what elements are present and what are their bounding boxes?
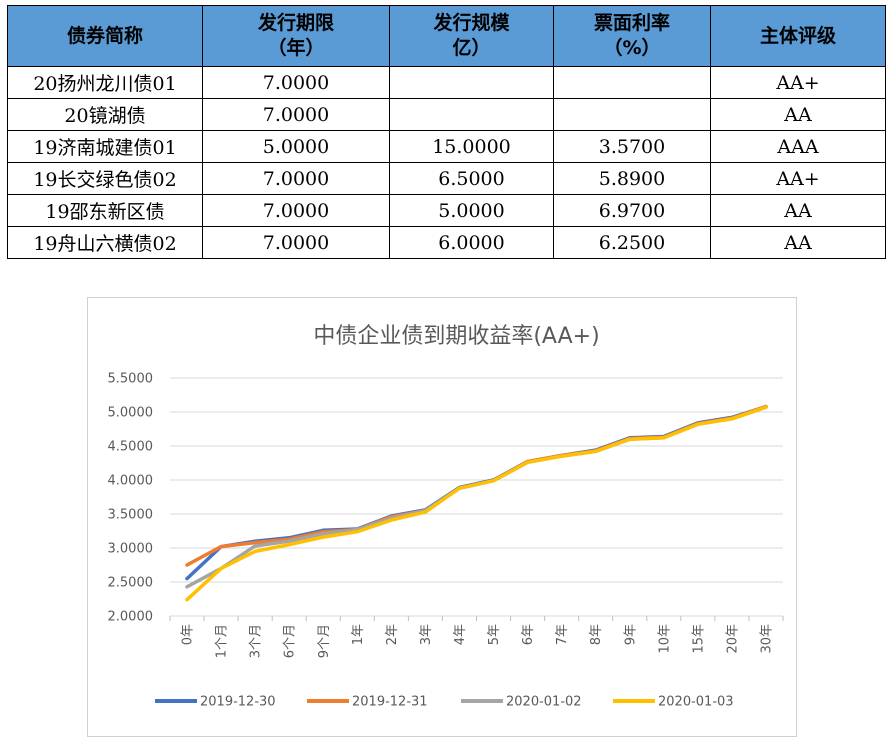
- cell-bond-name: 20扬州龙川债01: [7, 66, 203, 99]
- cell-issue-size: 6.5000: [389, 162, 554, 195]
- header-rating: 主体评级: [710, 5, 886, 67]
- x-tick-label: 1个月: [215, 624, 230, 658]
- x-tick-label: 20年: [725, 624, 740, 654]
- x-tick-label: 2年: [385, 624, 400, 645]
- table-row: 19舟山六横债02 7.0000 6.0000 6.2500 AA: [7, 226, 886, 259]
- cell-bond-name: 19长交绿色债02: [7, 162, 203, 195]
- table-row: 20镜湖债 7.0000 AA: [7, 98, 886, 131]
- cell-issue-size: 5.0000: [389, 194, 554, 227]
- cell-issue-size: [389, 66, 554, 99]
- x-tick-label: 6个月: [283, 624, 298, 658]
- cell-rating: AA+: [710, 66, 886, 99]
- x-tick-label: 10年: [657, 624, 672, 654]
- series-line: [185, 405, 768, 589]
- x-tick-label: 3个月: [249, 624, 264, 658]
- table-row: 19邵东新区债 7.0000 5.0000 6.9700 AA: [7, 194, 886, 227]
- cell-coupon-rate: 6.2500: [553, 226, 711, 259]
- x-tick-label: 9个月: [317, 624, 332, 658]
- cell-rating: AAA: [710, 130, 886, 163]
- legend-label: 2020-01-03: [658, 695, 734, 710]
- y-tick-label: 3.0000: [108, 542, 154, 557]
- header-term: 发行期限 （年）: [202, 5, 390, 67]
- cell-bond-name: 20镜湖债: [7, 98, 203, 131]
- cell-term: 5.0000: [202, 130, 390, 163]
- header-issue-size: 发行规模 亿）: [389, 5, 554, 67]
- table-row: 19长交绿色债02 7.0000 6.5000 5.8900 AA+: [7, 162, 886, 195]
- cell-issue-size: 15.0000: [389, 130, 554, 163]
- y-tick-label: 2.5000: [108, 576, 154, 591]
- cell-issue-size: 6.0000: [389, 226, 554, 259]
- cell-term: 7.0000: [202, 194, 390, 227]
- y-tick-label: 4.5000: [108, 440, 154, 455]
- x-tick-label: 7年: [555, 624, 570, 645]
- legend-label: 2020-01-02: [506, 695, 582, 710]
- x-tick-label: 1年: [351, 624, 366, 645]
- table-row: 20扬州龙川债01 7.0000 AA+: [7, 66, 886, 99]
- y-tick-label: 5.5000: [108, 372, 154, 387]
- x-tick-label: 8年: [589, 624, 604, 645]
- header-coupon-rate: 票面利率 （%）: [553, 5, 711, 67]
- x-tick-label: 4年: [453, 624, 468, 645]
- x-tick-label: 6年: [521, 624, 536, 645]
- series-line: [185, 405, 768, 602]
- x-tick-label: 0年: [181, 624, 196, 645]
- chart-title: 中债企业债到期收益率(AA+): [313, 324, 599, 349]
- cell-bond-name: 19济南城建债01: [7, 130, 203, 163]
- cell-coupon-rate: 5.8900: [553, 162, 711, 195]
- cell-rating: AA: [710, 194, 886, 227]
- chart-canvas: 中债企业债到期收益率(AA+) 2.0000 2.5000 3.0000 3.5000 4…: [108, 324, 784, 710]
- cell-coupon-rate: [553, 98, 711, 131]
- table-header-row: 债券简称 发行期限 （年） 发行规模 亿） 票面利率 （%） 主体评级: [7, 5, 886, 67]
- cell-coupon-rate: 3.5700: [553, 130, 711, 163]
- y-tick-label: 5.0000: [108, 406, 154, 421]
- x-tick-label: 5年: [487, 624, 502, 645]
- cell-term: 7.0000: [202, 66, 390, 99]
- y-tick-label: 3.5000: [108, 508, 154, 523]
- cell-bond-name: 19舟山六横债02: [7, 226, 203, 259]
- table-row: 19济南城建债01 5.0000 15.0000 3.5700 AAA: [7, 130, 886, 163]
- cell-issue-size: [389, 98, 554, 131]
- x-tick-label: 30年: [759, 624, 774, 654]
- bond-table: 债券简称 发行期限 （年） 发行规模 亿） 票面利率 （%） 主体评级 20扬州龙川债…: [7, 5, 886, 259]
- yield-chart: 中债企业债到期收益率(AA+) 2.0000 2.5000 3.0000 3.5000 4…: [87, 297, 797, 737]
- cell-rating: AA: [710, 226, 886, 259]
- header-bond-name: 债券简称: [7, 5, 203, 67]
- cell-rating: AA+: [710, 162, 886, 195]
- x-tick-label: 9年: [623, 624, 638, 645]
- legend-label: 2019-12-31: [352, 695, 428, 710]
- x-tick-label: 15年: [691, 624, 706, 654]
- cell-bond-name: 19邵东新区债: [7, 194, 203, 227]
- cell-term: 7.0000: [202, 226, 390, 259]
- legend-label: 2019-12-30: [200, 695, 276, 710]
- cell-coupon-rate: 6.9700: [553, 194, 711, 227]
- cell-rating: AA: [710, 98, 886, 131]
- cell-term: 7.0000: [202, 98, 390, 131]
- cell-term: 7.0000: [202, 162, 390, 195]
- y-tick-label: 2.0000: [108, 610, 154, 625]
- cell-coupon-rate: [553, 66, 711, 99]
- y-tick-label: 4.0000: [108, 474, 154, 489]
- x-tick-label: 3年: [419, 624, 434, 645]
